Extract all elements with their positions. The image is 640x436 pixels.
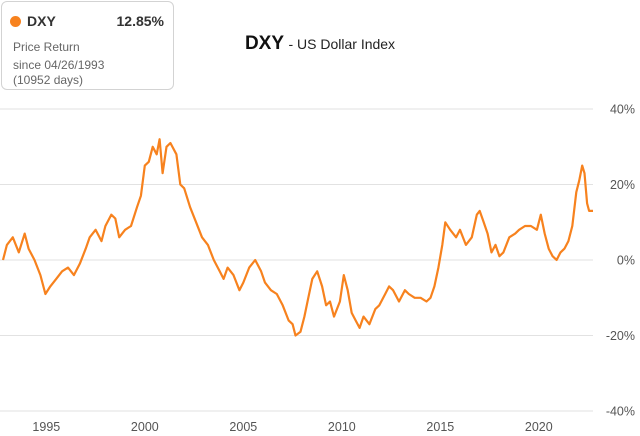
series-line-dxy xyxy=(1,138,593,337)
x-tick-label: 2020 xyxy=(525,420,553,434)
series-dot-icon xyxy=(10,16,21,27)
x-tick-label: 2010 xyxy=(328,420,356,434)
legend-box: DXY 12.85% Price Return since 04/26/1993… xyxy=(1,1,174,90)
y-tick-label: 20% xyxy=(610,178,635,192)
x-tick-label: 2000 xyxy=(131,420,159,434)
legend-days: (10952 days) xyxy=(13,73,84,87)
chart-title: DXY - US Dollar Index xyxy=(0,33,640,55)
x-tick-label: 2015 xyxy=(426,420,454,434)
legend-return-value: 12.85% xyxy=(116,13,164,29)
chart-subtitle: - US Dollar Index xyxy=(288,36,396,52)
x-tick-label: 1995 xyxy=(32,420,60,434)
legend-price-return: Price Return xyxy=(13,40,80,54)
y-tick-label: 0% xyxy=(617,254,635,268)
y-tick-label: 40% xyxy=(610,103,635,117)
legend-since-date: since 04/26/1993 xyxy=(13,58,105,72)
chart-title-main: DXY xyxy=(244,33,285,54)
x-tick-label: 2005 xyxy=(229,420,257,434)
y-tick-label: -20% xyxy=(606,329,635,343)
y-tick-label: -40% xyxy=(606,405,635,419)
legend-symbol: DXY xyxy=(27,13,56,29)
